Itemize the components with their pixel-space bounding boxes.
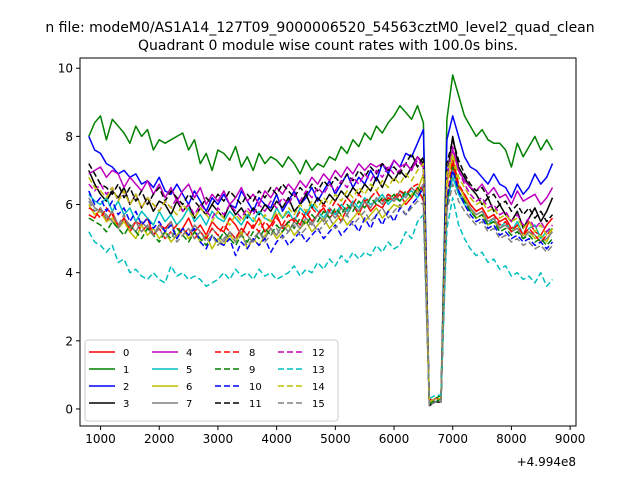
- series-line-14: [88, 152, 554, 403]
- legend-label-6: 6: [186, 382, 192, 393]
- series-line-15: [88, 183, 554, 407]
- legend-label-14: 14: [312, 382, 325, 393]
- y-tick-label: 2: [65, 334, 73, 348]
- legend-label-7: 7: [186, 399, 192, 410]
- y-tick-label: 10: [58, 62, 73, 76]
- legend-label-12: 12: [312, 348, 325, 359]
- y-axis: 0 2 4 6 8 10: [58, 62, 80, 416]
- legend-label-4: 4: [186, 348, 192, 359]
- series-line-13: [88, 196, 554, 400]
- chart-title: Quadrant 0 module wise count rates with …: [138, 38, 518, 54]
- x-tick-label: 6000: [379, 432, 410, 446]
- series-layer: [88, 74, 554, 407]
- series-line-2: [88, 115, 554, 403]
- y-tick-label: 0: [65, 402, 73, 416]
- x-tick-label: 8000: [496, 432, 527, 446]
- figure-suptitle: n file: modeM0/AS1A14_127T09_9000006520_…: [45, 20, 594, 36]
- legend-label-3: 3: [123, 399, 129, 410]
- x-tick-label: 3000: [203, 432, 234, 446]
- legend-label-2: 2: [123, 382, 129, 393]
- legend-label-0: 0: [123, 348, 129, 359]
- legend-label-11: 11: [249, 399, 262, 410]
- x-axis-offset-label: +4.994e8: [517, 455, 576, 469]
- x-tick-label: 4000: [261, 432, 292, 446]
- series-line-10: [88, 169, 554, 403]
- x-tick-label: 1000: [85, 432, 116, 446]
- series-line-11: [88, 139, 554, 407]
- y-tick-label: 8: [65, 130, 73, 144]
- series-line-9: [88, 166, 554, 403]
- x-tick-label: 2000: [144, 432, 175, 446]
- x-tick-label: 7000: [437, 432, 468, 446]
- series-line-3: [88, 135, 554, 403]
- legend-label-13: 13: [312, 365, 325, 376]
- x-tick-label: 9000: [555, 432, 586, 446]
- legend-frame: [84, 339, 339, 422]
- y-tick-label: 4: [65, 266, 73, 280]
- legend-label-10: 10: [249, 382, 262, 393]
- series-line-7: [88, 169, 554, 407]
- legend-label-1: 1: [123, 365, 129, 376]
- x-tick-label: 5000: [320, 432, 351, 446]
- series-line-1: [88, 74, 554, 407]
- x-axis: 1000 2000 3000 4000 5000 6000 7000 8000 9000: [85, 426, 585, 446]
- legend-label-8: 8: [249, 348, 255, 359]
- legend-label-9: 9: [249, 365, 255, 376]
- plot-area-frame: [79, 57, 577, 427]
- y-tick-label: 6: [65, 198, 73, 212]
- legend-label-15: 15: [312, 399, 325, 410]
- series-line-12: [88, 145, 554, 403]
- series-line-8: [88, 159, 554, 403]
- legend-label-5: 5: [186, 365, 192, 376]
